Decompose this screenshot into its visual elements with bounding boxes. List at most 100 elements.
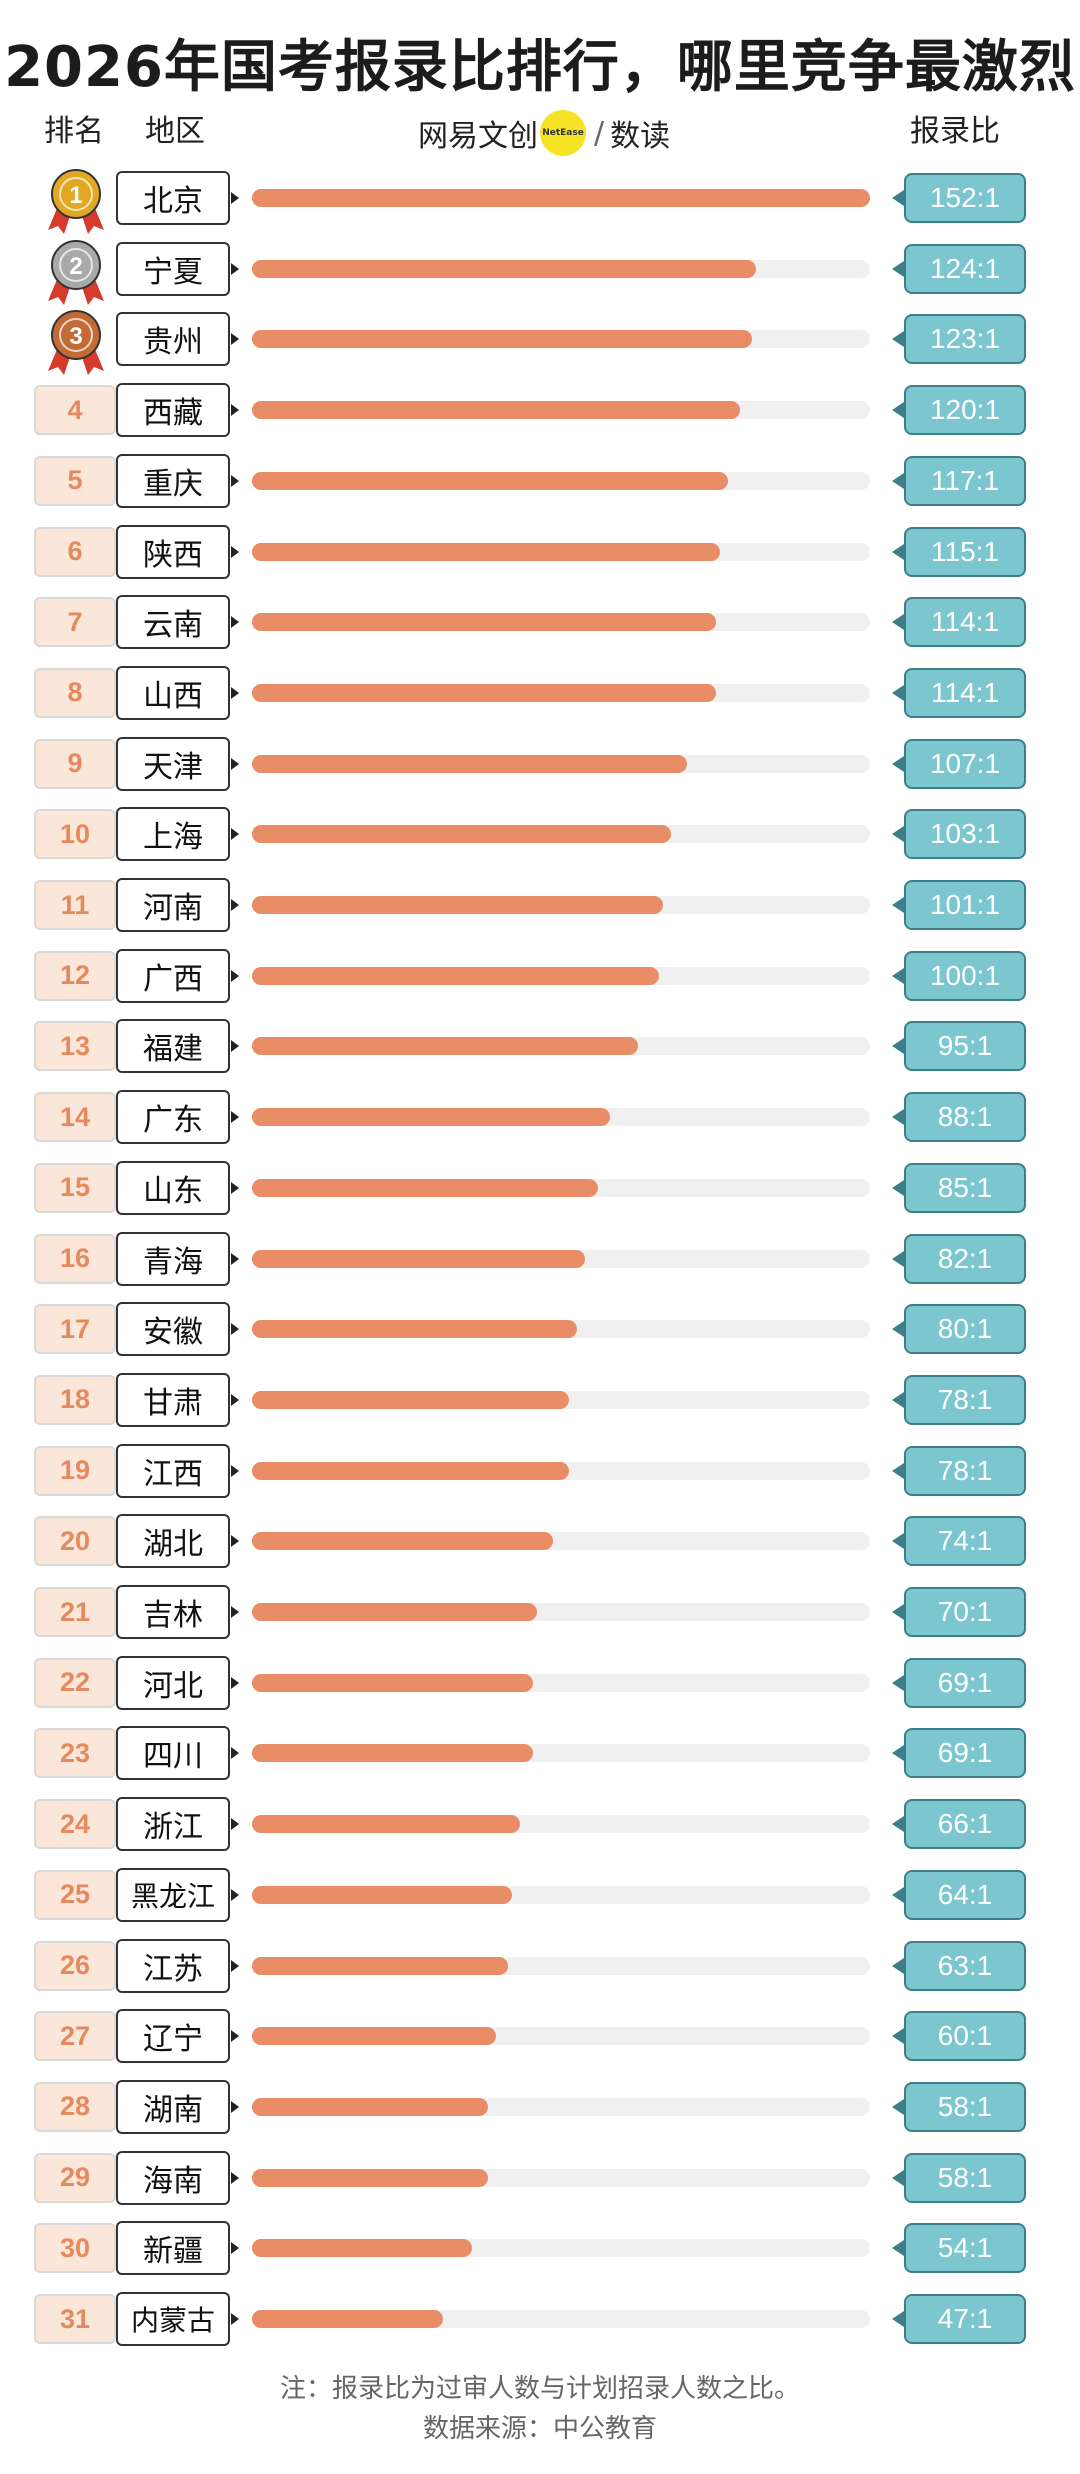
pointer-arrow-icon bbox=[231, 2313, 239, 2325]
rank-label: 14 bbox=[34, 1092, 116, 1143]
ratio-label: 80:1 bbox=[904, 1304, 1026, 1355]
rank-label: 18 bbox=[34, 1374, 116, 1425]
pointer-arrow-icon bbox=[231, 1676, 239, 1689]
pointer-arrow-icon bbox=[231, 1181, 239, 1194]
ratio-label: 120:1 bbox=[904, 385, 1026, 436]
region-label: 河北 bbox=[116, 1655, 230, 1710]
ratio-label: 95:1 bbox=[904, 1021, 1026, 1072]
ratio-label: 85:1 bbox=[904, 1162, 1026, 1213]
pointer-arrow-icon bbox=[231, 1959, 239, 1972]
brand-divider: / bbox=[594, 115, 605, 151]
rank-label: 6 bbox=[34, 526, 116, 577]
ratio-pointer-icon bbox=[892, 897, 904, 913]
pointer-arrow-icon bbox=[231, 2242, 239, 2255]
pointer-arrow-icon bbox=[231, 192, 239, 204]
rank-label: 13 bbox=[34, 1021, 116, 1072]
rank-label: 10 bbox=[34, 809, 116, 860]
ratio-label: 123:1 bbox=[904, 314, 1026, 365]
ratio-pointer-icon bbox=[892, 1250, 904, 1267]
rank-label: 5 bbox=[34, 455, 116, 506]
bar-mark bbox=[252, 1461, 570, 1480]
ratio-pointer-icon bbox=[892, 2098, 904, 2115]
pointer-arrow-icon bbox=[231, 757, 239, 770]
rank-label: 19 bbox=[34, 1445, 116, 1496]
rank-label: 22 bbox=[34, 1657, 116, 1708]
rank-label: 3 bbox=[69, 323, 82, 350]
rank-label: 7 bbox=[34, 597, 116, 648]
bar-mark bbox=[252, 330, 753, 349]
ratio-label: 78:1 bbox=[904, 1374, 1026, 1425]
region-label: 甘肃 bbox=[116, 1372, 230, 1427]
ratio-pointer-icon bbox=[892, 1674, 904, 1691]
region-column-header: 地区 bbox=[145, 114, 205, 149]
pointer-arrow-icon bbox=[231, 1747, 239, 1760]
rank-label: 4 bbox=[34, 385, 116, 436]
bar-mark bbox=[252, 754, 688, 773]
region-label: 海南 bbox=[116, 2150, 230, 2205]
rank-label: 20 bbox=[34, 1516, 116, 1567]
data-source: 数据来源：中公教育 bbox=[422, 2414, 657, 2444]
rank-label: 23 bbox=[34, 1728, 116, 1779]
region-label: 北京 bbox=[116, 171, 230, 225]
bar-mark bbox=[252, 1249, 586, 1268]
ratio-pointer-icon bbox=[892, 1957, 904, 1974]
ratio-pointer-icon bbox=[892, 684, 904, 701]
ratio-pointer-icon bbox=[892, 1391, 904, 1408]
pointer-arrow-icon bbox=[231, 1818, 239, 1831]
region-label: 青海 bbox=[116, 1231, 230, 1286]
bar-mark bbox=[252, 1885, 513, 1904]
bar-mark bbox=[252, 401, 740, 420]
region-label: 湖北 bbox=[116, 1514, 230, 1569]
bar-mark bbox=[252, 1390, 570, 1409]
ratio-label: 124:1 bbox=[904, 243, 1026, 294]
footnote: 注：报录比为过审人数与计划招录人数之比。 bbox=[279, 2374, 800, 2404]
pointer-arrow-icon bbox=[231, 1111, 239, 1124]
rank-label: 24 bbox=[34, 1799, 116, 1850]
rank-label: 8 bbox=[34, 667, 116, 718]
pointer-arrow-icon bbox=[231, 1535, 239, 1548]
bronze-medal-icon: 3 bbox=[48, 310, 104, 376]
pointer-arrow-icon bbox=[231, 1252, 239, 1265]
bar-mark bbox=[252, 1320, 578, 1339]
region-label: 陕西 bbox=[116, 524, 230, 579]
pointer-arrow-icon bbox=[231, 686, 239, 699]
bar-mark bbox=[252, 2027, 496, 2046]
ratio-pointer-icon bbox=[892, 1462, 904, 1479]
bar-mark bbox=[252, 683, 716, 702]
ratio-label: 63:1 bbox=[904, 1940, 1026, 1991]
bar-mark bbox=[252, 966, 659, 985]
pointer-arrow-icon bbox=[231, 969, 239, 982]
region-label: 广西 bbox=[116, 948, 230, 1003]
rank-label: 25 bbox=[34, 1869, 116, 1920]
ratio-pointer-icon bbox=[892, 472, 904, 489]
ratio-pointer-icon bbox=[892, 1886, 904, 1903]
bar-mark bbox=[252, 1108, 610, 1127]
rank-label: 21 bbox=[34, 1587, 116, 1637]
ratio-pointer-icon bbox=[892, 826, 904, 843]
bar-mark bbox=[252, 189, 870, 207]
rank-label: 2 bbox=[69, 253, 82, 280]
ratio-label: 70:1 bbox=[904, 1587, 1026, 1637]
ratio-label: 103:1 bbox=[904, 809, 1026, 860]
region-label: 贵州 bbox=[116, 312, 230, 367]
ratio-label: 82:1 bbox=[904, 1233, 1026, 1284]
ratio-pointer-icon bbox=[892, 190, 904, 206]
pointer-arrow-icon bbox=[231, 1464, 239, 1477]
region-label: 浙江 bbox=[116, 1797, 230, 1852]
ratio-label: 114:1 bbox=[904, 667, 1026, 718]
bar-mark bbox=[252, 471, 728, 490]
bar-mark bbox=[252, 1037, 639, 1056]
region-label: 云南 bbox=[116, 595, 230, 650]
ratio-column-header: 报录比 bbox=[910, 114, 1000, 149]
bar-mark bbox=[252, 1532, 553, 1551]
ratio-label: 54:1 bbox=[904, 2223, 1026, 2274]
pointer-arrow-icon bbox=[231, 616, 239, 629]
bar-mark bbox=[252, 1603, 537, 1621]
bar-mark bbox=[252, 1815, 521, 1834]
bar-mark bbox=[252, 2310, 444, 2328]
region-label: 吉林 bbox=[116, 1585, 230, 1639]
gold-medal-icon: 1 bbox=[48, 169, 104, 234]
pointer-arrow-icon bbox=[231, 1888, 239, 1901]
brand-logo: 网易文创 NetEase / 数读 bbox=[418, 110, 670, 156]
ratio-pointer-icon bbox=[892, 1604, 904, 1620]
